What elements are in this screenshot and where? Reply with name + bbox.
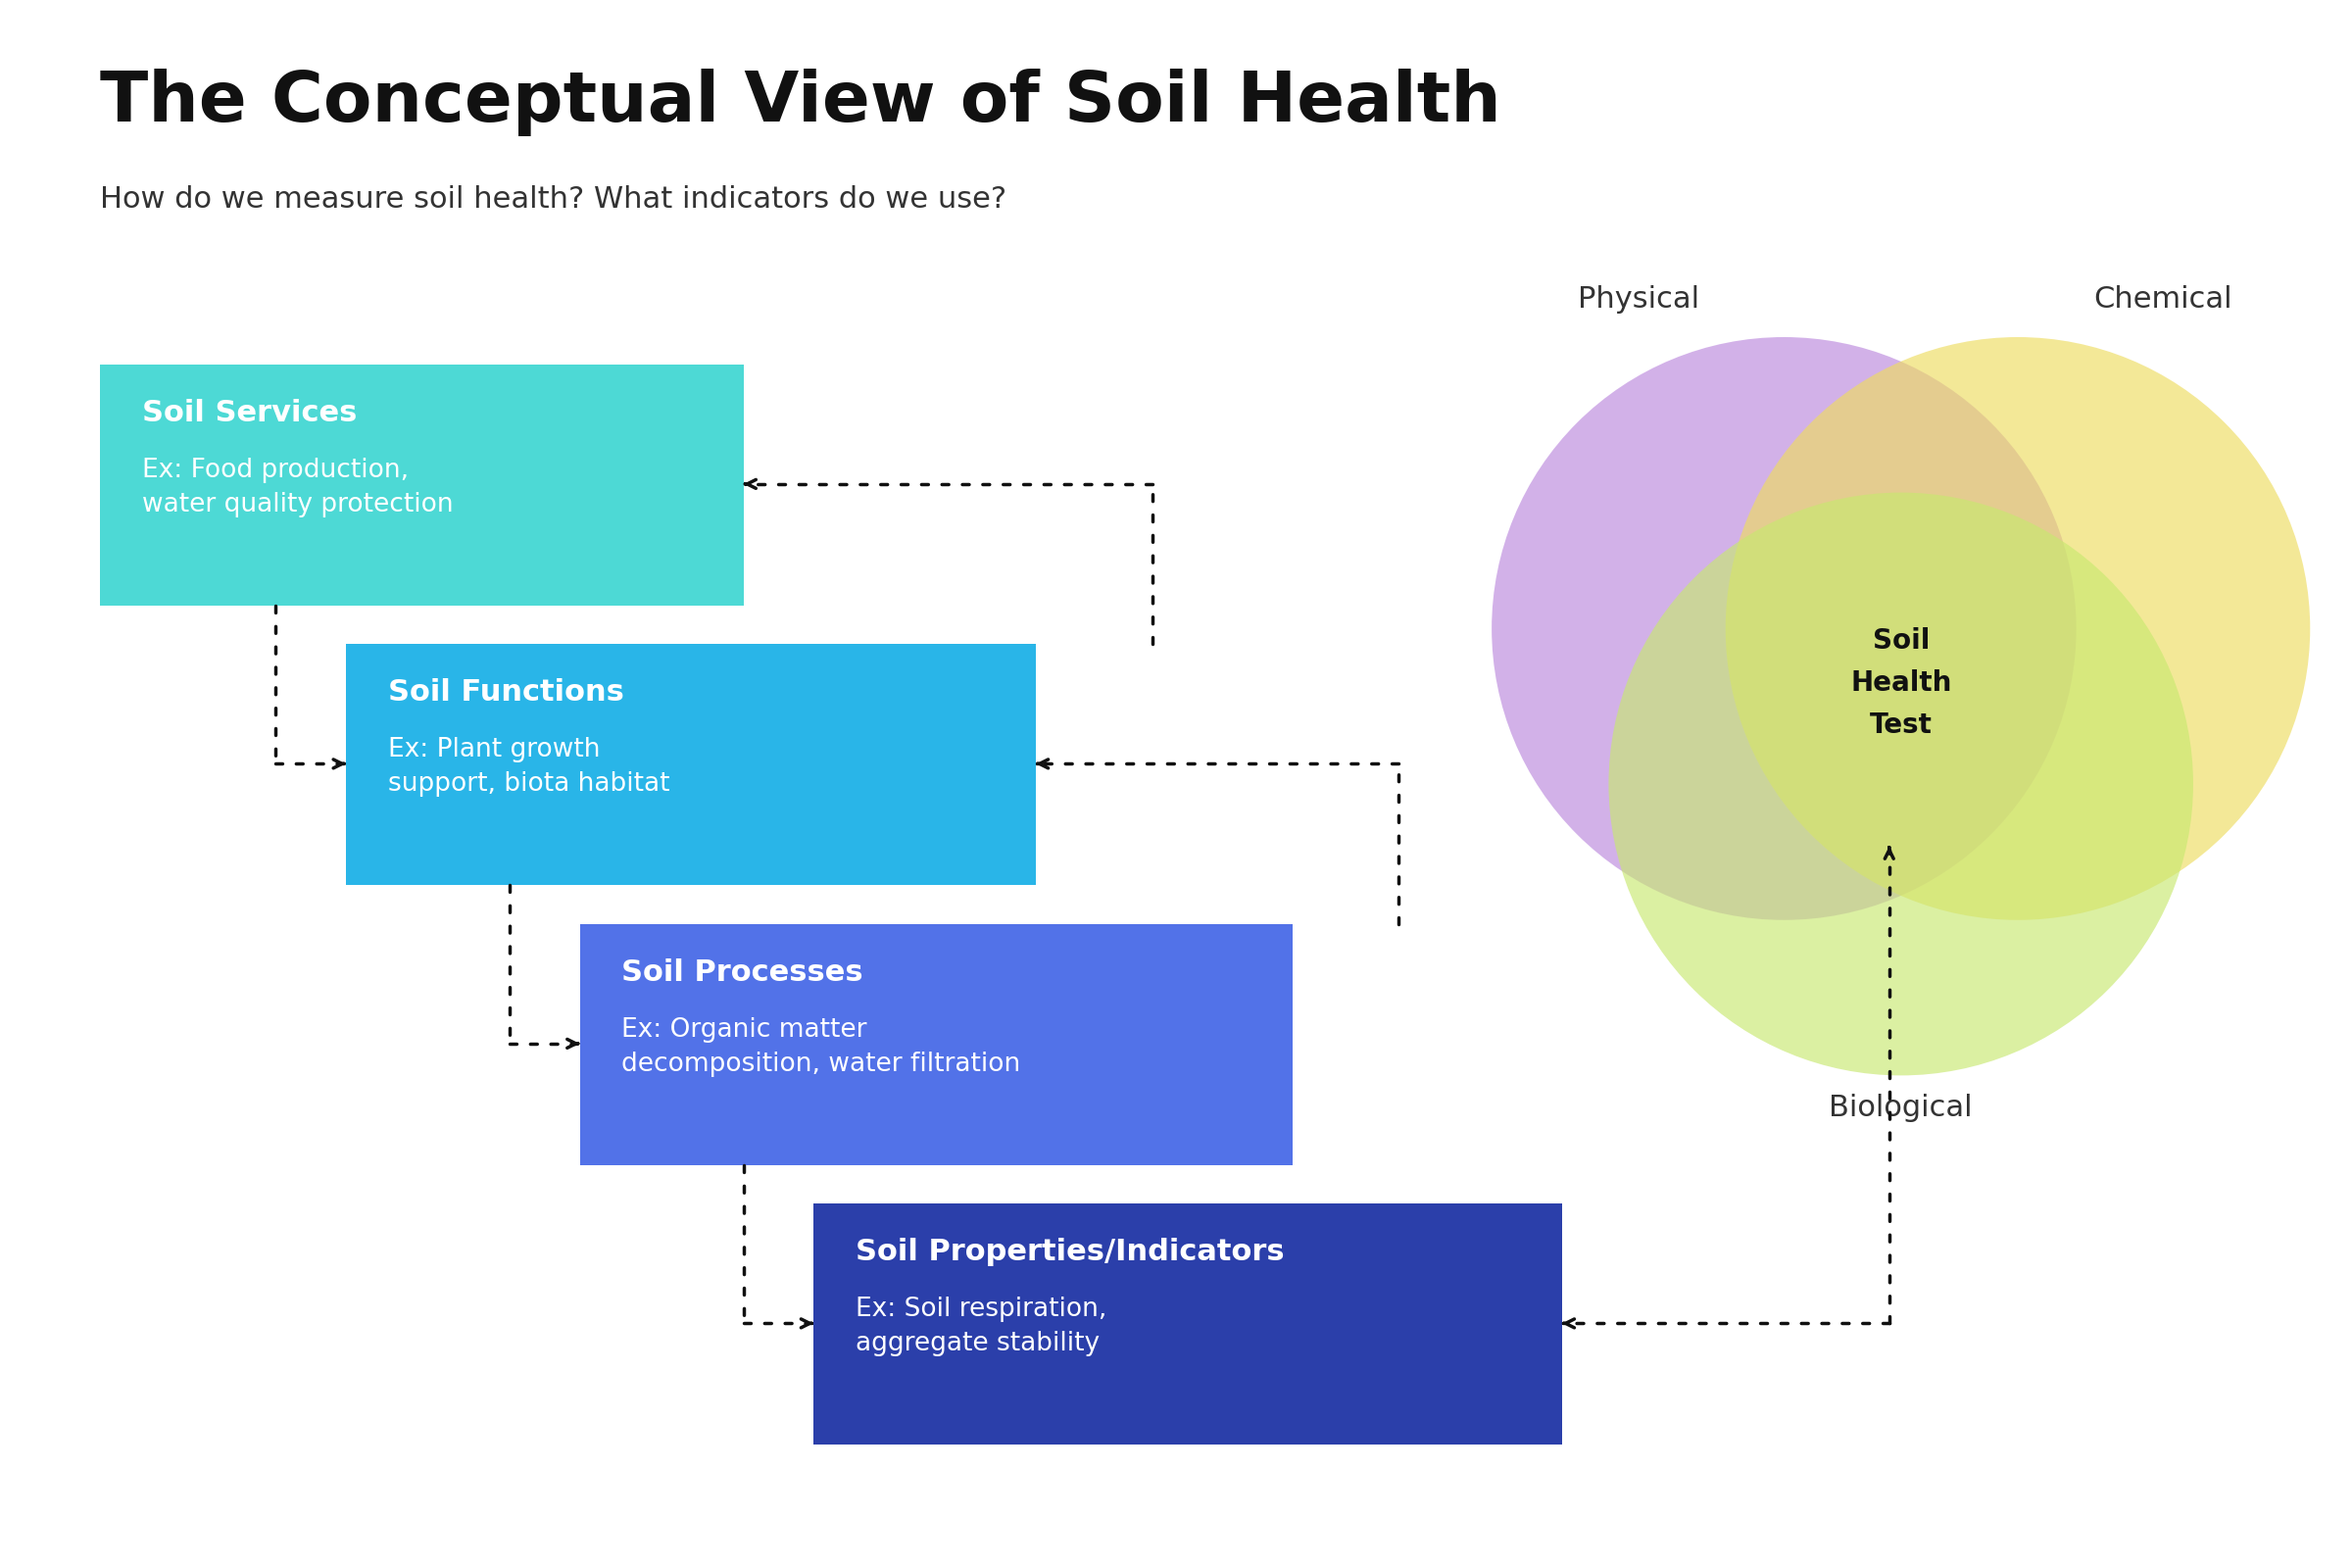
Text: How do we measure soil health? What indicators do we use?: How do we measure soil health? What indi… bbox=[101, 185, 1007, 213]
Text: Soil Services: Soil Services bbox=[143, 398, 358, 426]
FancyBboxPatch shape bbox=[579, 924, 1294, 1165]
Text: Soil Functions: Soil Functions bbox=[388, 679, 623, 707]
Text: Biological: Biological bbox=[1830, 1094, 1973, 1123]
Text: Soil
Health
Test: Soil Health Test bbox=[1851, 627, 1952, 739]
Text: The Conceptual View of Soil Health: The Conceptual View of Soil Health bbox=[101, 69, 1501, 136]
FancyBboxPatch shape bbox=[101, 364, 743, 605]
FancyBboxPatch shape bbox=[814, 1204, 1562, 1444]
Text: Soil Processes: Soil Processes bbox=[621, 958, 863, 986]
Text: Physical: Physical bbox=[1578, 285, 1700, 314]
Text: Ex: Plant growth
support, biota habitat: Ex: Plant growth support, biota habitat bbox=[388, 737, 670, 797]
Text: Soil Properties/Indicators: Soil Properties/Indicators bbox=[856, 1237, 1284, 1267]
FancyBboxPatch shape bbox=[346, 644, 1035, 884]
Text: Ex: Food production,
water quality protection: Ex: Food production, water quality prote… bbox=[143, 458, 454, 517]
Ellipse shape bbox=[1609, 492, 2192, 1076]
Text: Ex: Soil respiration,
aggregate stability: Ex: Soil respiration, aggregate stabilit… bbox=[856, 1297, 1108, 1356]
Text: Ex: Organic matter
decomposition, water filtration: Ex: Organic matter decomposition, water … bbox=[621, 1018, 1021, 1077]
Ellipse shape bbox=[1726, 337, 2310, 920]
Text: Chemical: Chemical bbox=[2093, 285, 2232, 314]
Ellipse shape bbox=[1491, 337, 2077, 920]
